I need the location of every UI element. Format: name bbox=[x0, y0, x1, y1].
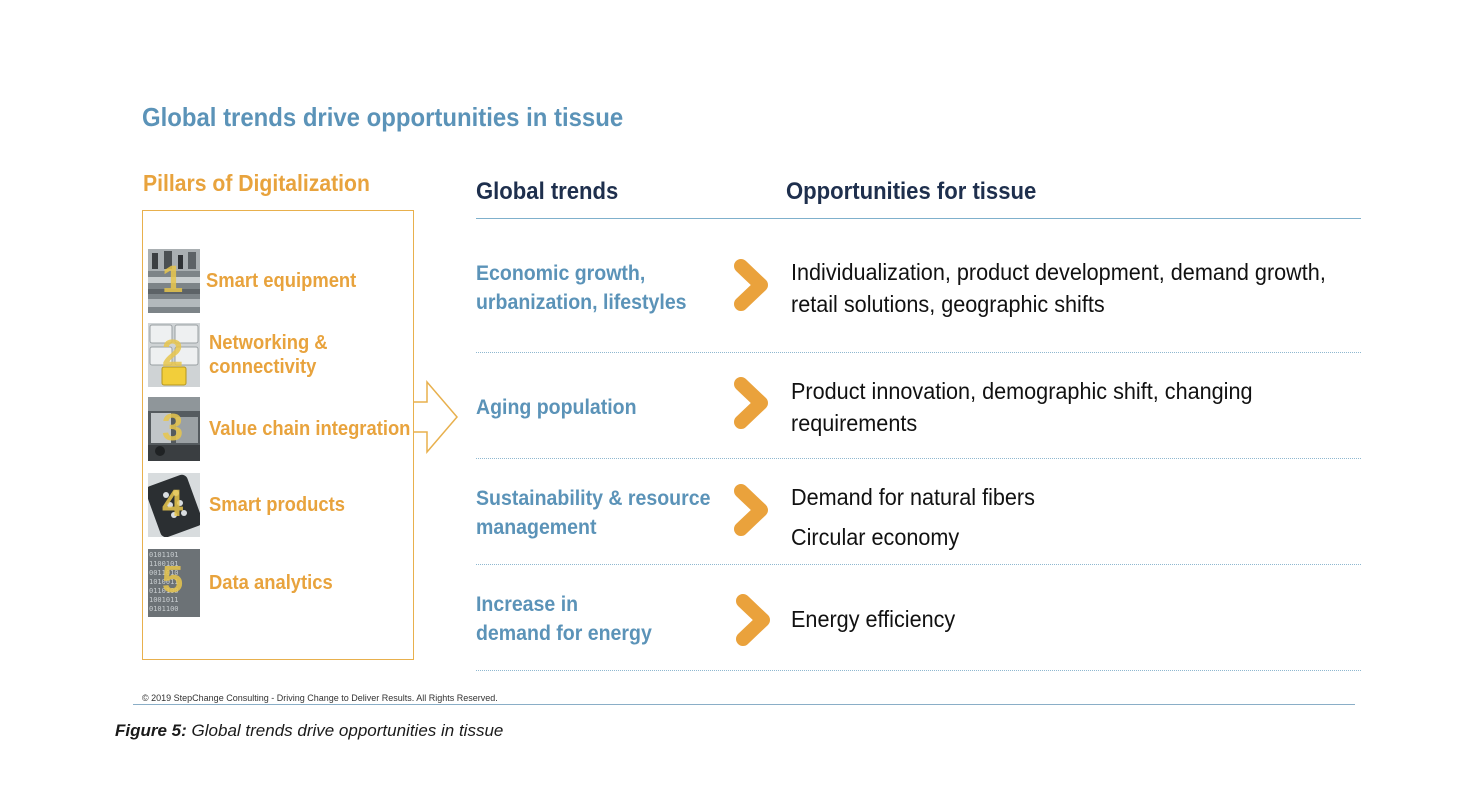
opportunity-line: requirements bbox=[791, 410, 918, 436]
opportunity-energy-demand: Energy efficiency bbox=[791, 603, 955, 635]
chevron-right-icon bbox=[734, 377, 768, 429]
pillar-label: Data analytics bbox=[209, 572, 333, 594]
opportunity-line: Demand for natural fibers bbox=[791, 484, 1035, 510]
row-divider bbox=[476, 670, 1361, 671]
pillar-label: Smart products bbox=[209, 494, 345, 516]
svg-text:0110100: 0110100 bbox=[149, 587, 179, 595]
machinery-photo-icon: 1 bbox=[148, 249, 200, 313]
trend-line: Economic growth, bbox=[476, 262, 646, 285]
trend-aging-population: Aging population bbox=[476, 393, 637, 422]
pillar-label: Value chain integration bbox=[209, 418, 411, 440]
caption-label: Figure 5: bbox=[115, 721, 187, 740]
trend-line: Aging population bbox=[476, 396, 637, 419]
opportunity-line: Individualization, product development, … bbox=[791, 259, 1326, 285]
opportunity-aging-population: Product innovation, demographic shift, c… bbox=[791, 375, 1253, 439]
page-title: Global trends drive opportunities in tis… bbox=[142, 102, 624, 132]
svg-text:0101101: 0101101 bbox=[149, 551, 179, 559]
pillars-heading: Pillars of Digitalization bbox=[143, 170, 370, 196]
svg-text:1001011: 1001011 bbox=[149, 596, 179, 604]
opportunity-economic-growth: Individualization, product development, … bbox=[791, 256, 1326, 320]
footer-divider bbox=[133, 704, 1355, 705]
svg-text:0011010: 0011010 bbox=[149, 569, 179, 577]
pillar-number: 5 bbox=[162, 559, 184, 601]
chevron-right-icon bbox=[734, 484, 768, 536]
copyright-notice: © 2019 StepChange Consulting - Driving C… bbox=[142, 693, 498, 703]
opportunity-sustainability: Demand for natural fibers Circular econo… bbox=[791, 477, 1035, 557]
caption-text: Global trends drive opportunities in tis… bbox=[191, 721, 504, 740]
pillar-label: Smart equipment bbox=[206, 270, 357, 292]
header-divider bbox=[476, 218, 1361, 219]
pillar-number: 3 bbox=[162, 407, 184, 449]
row-divider bbox=[476, 458, 1361, 459]
pillar-number: 1 bbox=[162, 259, 184, 301]
warehouse-photo-icon: 3 bbox=[148, 397, 200, 461]
chevron-right-icon bbox=[734, 259, 768, 311]
pillar-number: 2 bbox=[162, 333, 184, 375]
row-divider bbox=[476, 564, 1361, 565]
trend-line: Sustainability & resource bbox=[476, 487, 711, 510]
pillar-number: 4 bbox=[162, 483, 184, 525]
opportunity-line: Energy efficiency bbox=[791, 606, 956, 632]
binary-data-photo-icon: 0101101 1100101 0011010 1010011 0110100 … bbox=[148, 549, 200, 617]
opportunity-line: Product innovation, demographic shift, c… bbox=[791, 378, 1253, 404]
pillar-label-line2: connectivity bbox=[209, 356, 317, 378]
opportunity-line: retail solutions, geographic shifts bbox=[791, 291, 1105, 317]
figure-caption: Figure 5: Global trends drive opportunit… bbox=[115, 721, 503, 741]
trend-economic-growth: Economic growth, urbanization, lifestyle… bbox=[476, 259, 687, 317]
opportunities-heading: Opportunities for tissue bbox=[786, 178, 1037, 205]
pillars-box bbox=[142, 210, 414, 660]
pillar-label: Networking & connectivity bbox=[209, 331, 328, 379]
trend-line: demand for energy bbox=[476, 622, 652, 645]
remote-photo-icon: 4 bbox=[148, 473, 200, 537]
trend-line: Increase in bbox=[476, 593, 579, 616]
pillars-arrow-icon bbox=[414, 380, 458, 454]
global-trends-heading: Global trends bbox=[476, 178, 619, 205]
svg-text:1010011: 1010011 bbox=[149, 578, 179, 586]
keyboard-photo-icon: 2 bbox=[148, 323, 200, 387]
trend-sustainability: Sustainability & resource management bbox=[476, 484, 710, 542]
trend-line: urbanization, lifestyles bbox=[476, 291, 687, 314]
row-divider bbox=[476, 352, 1361, 353]
trend-line: management bbox=[476, 516, 597, 539]
svg-text:1100101: 1100101 bbox=[149, 560, 179, 568]
svg-text:0101100: 0101100 bbox=[149, 605, 179, 613]
pillar-label-line1: Networking & bbox=[209, 332, 328, 354]
opportunity-line: Circular economy bbox=[791, 524, 960, 550]
chevron-right-icon bbox=[736, 594, 770, 646]
trend-energy-demand: Increase in demand for energy bbox=[476, 590, 652, 648]
